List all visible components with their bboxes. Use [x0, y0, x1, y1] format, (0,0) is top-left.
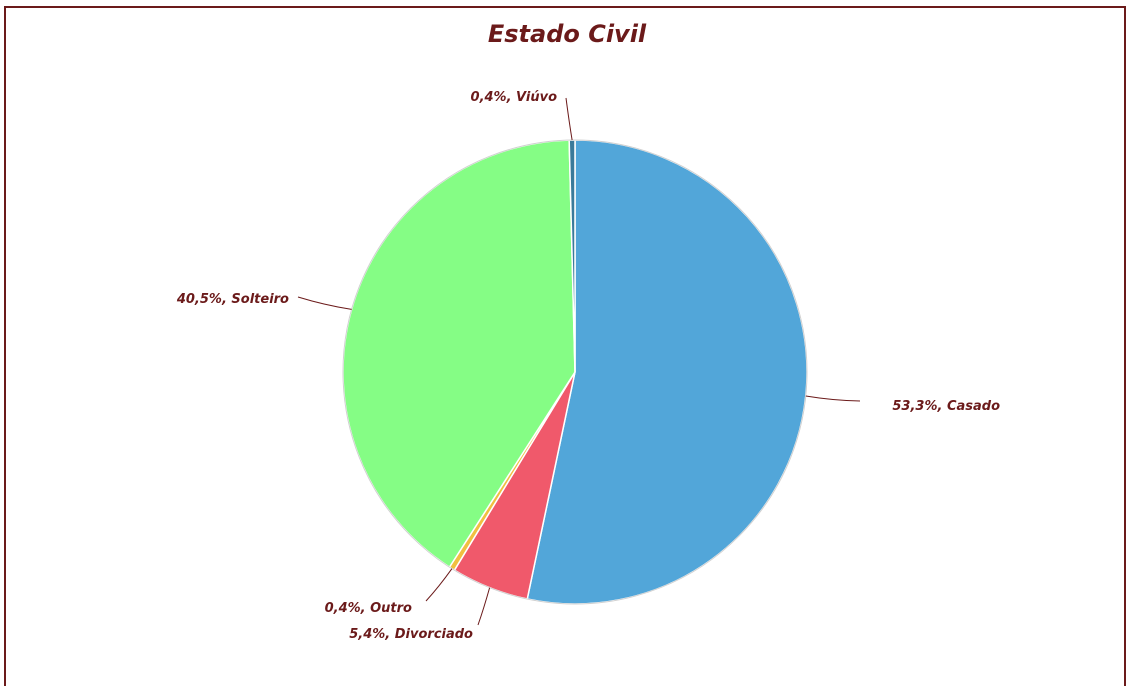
pie-slices	[342, 139, 808, 605]
slice-label: 5,4%, Divorciado	[349, 627, 473, 642]
slice-label: 53,3%, Casado	[892, 399, 1000, 414]
pie-rim	[342, 139, 808, 605]
pie-labels: 53,3%, Casado 5,4%, Divorciado 0,4%, Outro…	[176, 90, 1000, 642]
pie-leader-lines	[297, 97, 861, 626]
chart-title: Estado Civil	[487, 20, 647, 48]
leader-line	[805, 395, 861, 402]
slice-label: 40,5%, Solteiro	[176, 292, 289, 307]
leader-line	[297, 296, 352, 310]
leader-line	[565, 97, 573, 141]
leader-line	[425, 568, 453, 602]
leader-line	[477, 587, 491, 626]
slice-label: 0,4%, Outro	[325, 601, 412, 616]
slice-label: 0,4%, Viúvo	[471, 90, 558, 105]
